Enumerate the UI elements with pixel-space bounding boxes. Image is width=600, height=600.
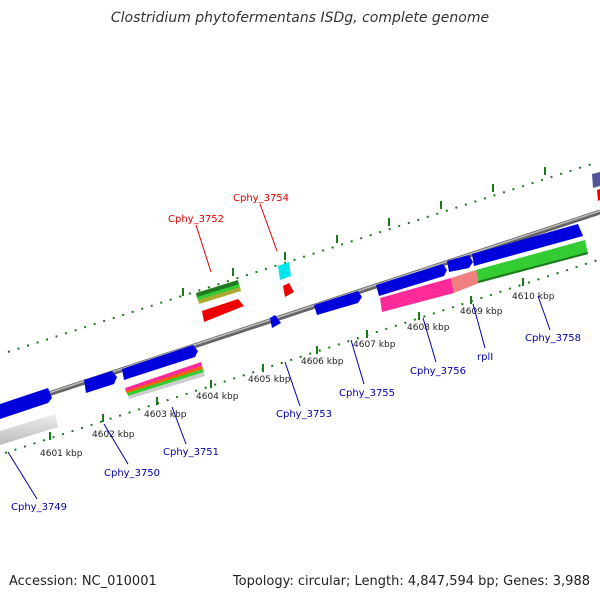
gene-cphy-3749-forward[interactable] — [0, 388, 52, 419]
label-cphy-3752: Cphy_3752 — [168, 214, 224, 225]
gene-cphy-3752[interactable] — [196, 280, 244, 322]
inner-tick-track — [4, 259, 599, 454]
kbp-label-4606: 4606 kbp — [301, 357, 344, 367]
label-cphy-3750: Cphy_3750 — [104, 468, 160, 479]
kbp-label-4607: 4607 kbp — [353, 340, 396, 350]
label-cphy-3751: Cphy_3751 — [163, 447, 219, 458]
gene-cphy-3753[interactable] — [270, 315, 281, 328]
gene-cphy-3754-cyan[interactable] — [278, 262, 291, 280]
kbp-label-4603: 4603 kbp — [144, 410, 187, 420]
gene-rpli-forward[interactable] — [447, 255, 473, 272]
accession-text: Accession: NC_010001 — [9, 574, 157, 589]
outer-tick-track — [7, 161, 599, 353]
label-cphy-3758: Cphy_3758 — [525, 333, 581, 344]
kbp-label-4610: 4610 kbp — [512, 292, 555, 302]
kbp-label-4601: 4601 kbp — [40, 449, 83, 459]
kbp-label-4602: 4602 kbp — [92, 430, 135, 440]
gene-rpli[interactable] — [451, 270, 479, 293]
kbp-label-4609: 4609 kbp — [460, 307, 503, 317]
gene-edge-purple[interactable] — [592, 172, 600, 188]
gene-cphy-3756[interactable] — [380, 278, 454, 312]
gene-edge-red[interactable] — [597, 189, 600, 201]
outer-major-ticks — [182, 167, 546, 296]
gene-cphy-3758[interactable] — [476, 240, 588, 283]
gene-features — [0, 172, 600, 445]
rrna-stack-3751[interactable] — [125, 362, 205, 399]
gene-cphy-3754[interactable] — [283, 283, 294, 297]
label-cphy-3756: Cphy_3756 — [410, 366, 466, 377]
kbp-label-4604: 4604 kbp — [196, 392, 239, 402]
genome-summary-text: Topology: circular; Length: 4,847,594 bp… — [232, 574, 590, 589]
gene-cphy-3758-forward[interactable] — [472, 224, 583, 266]
label-cphy-3755: Cphy_3755 — [339, 388, 395, 399]
label-rpli: rplI — [477, 352, 493, 363]
gene-cphy-3750[interactable] — [84, 371, 117, 393]
label-cphy-3753: Cphy_3753 — [276, 409, 332, 420]
gene-label-leaders — [7, 203, 551, 500]
kbp-label-4605: 4605 kbp — [248, 375, 291, 385]
scale-labels: 4601 kbp 4602 kbp 4603 kbp 4604 kbp 4605… — [40, 292, 555, 459]
label-cphy-3749: Cphy_3749 — [11, 502, 67, 513]
gene-labels: Cphy_3752 Cphy_3754 Cphy_3749 Cphy_3750 … — [11, 193, 581, 513]
gene-cphy-3751[interactable] — [122, 345, 198, 380]
kbp-label-4608: 4608 kbp — [407, 323, 450, 333]
gene-cphy-3756-forward[interactable] — [376, 264, 447, 296]
gene-cphy-3755[interactable] — [314, 291, 362, 315]
gene-cphy-3749-grey[interactable] — [0, 414, 58, 445]
label-cphy-3754: Cphy_3754 — [233, 193, 289, 204]
map-title: Clostridium phytofermentans ISDg, comple… — [110, 10, 490, 26]
inner-major-ticks — [49, 278, 524, 440]
